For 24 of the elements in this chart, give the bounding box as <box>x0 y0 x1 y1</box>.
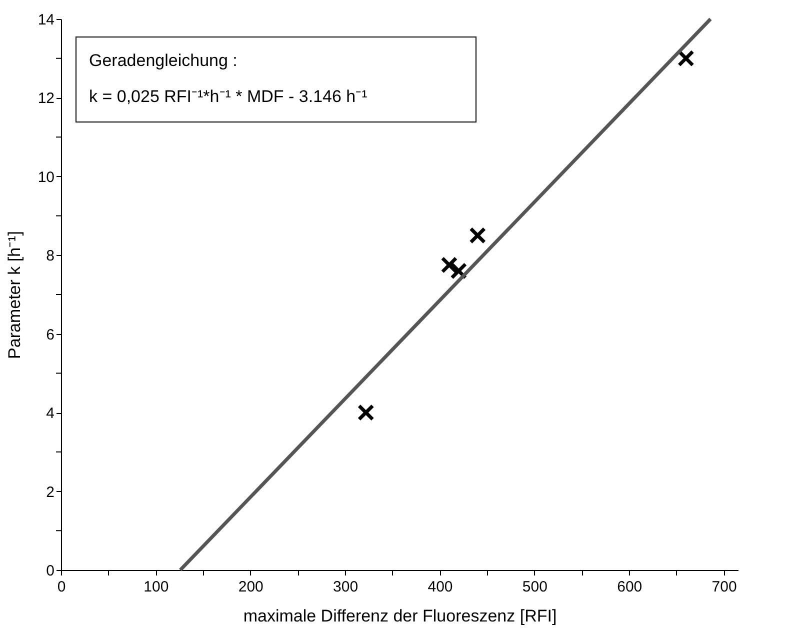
y-tick-label: 12 <box>38 90 54 108</box>
y-tick-label: 0 <box>46 562 54 580</box>
annotation: k = 0,025 RFI⁻¹*h⁻¹ * MDF - 3.146 h⁻¹ <box>89 87 368 106</box>
y-axis-title: Parameter k [h⁻¹] <box>4 231 24 359</box>
x-tick-label: 200 <box>238 578 264 596</box>
x-tick-label: 300 <box>333 578 358 596</box>
point <box>357 404 374 422</box>
y-tick-label: 10 <box>38 168 54 186</box>
x-tick-label: 0 <box>57 578 66 596</box>
x-tick-label: 700 <box>712 578 737 596</box>
y-tick-label: 4 <box>46 405 54 422</box>
annotation: Geradengleichung : <box>89 51 238 70</box>
y-tick-label: 2 <box>46 484 54 501</box>
x-tick-label: 100 <box>144 578 169 596</box>
x-tick-label: 400 <box>428 578 453 596</box>
point <box>440 256 458 274</box>
point <box>469 227 486 244</box>
point <box>677 50 694 67</box>
x-axis-title: maximale Differenz der Fluoreszenz [RFI] <box>243 606 557 626</box>
y-tick-label: 8 <box>46 248 54 265</box>
x-tick-label: 500 <box>522 578 548 596</box>
x-tick-label: 600 <box>617 578 642 596</box>
y-tick-label: 6 <box>46 326 54 344</box>
y-tick-label: 14 <box>38 12 54 28</box>
